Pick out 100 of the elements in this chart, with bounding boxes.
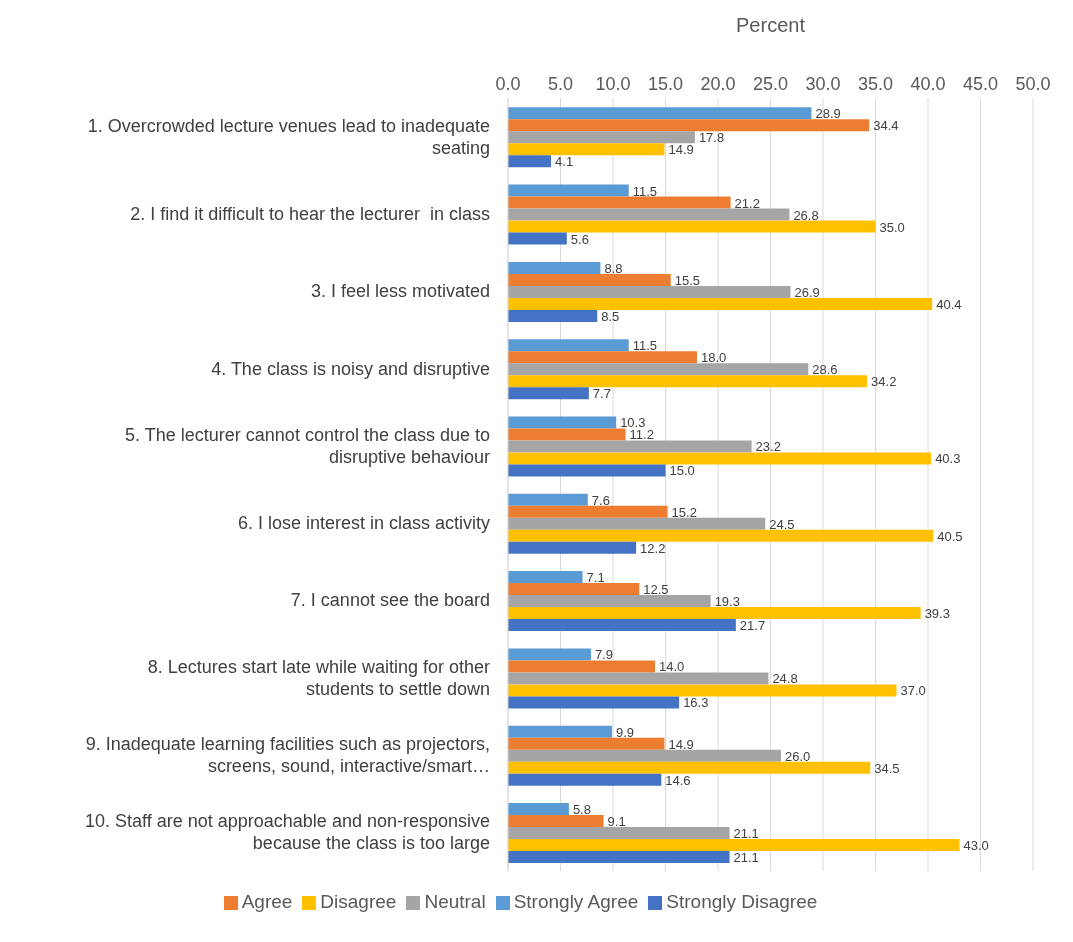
bar bbox=[508, 363, 809, 376]
bar bbox=[508, 773, 662, 786]
bar bbox=[508, 261, 601, 274]
bar bbox=[508, 440, 752, 453]
data-label: 9.1 bbox=[607, 813, 626, 829]
data-label: 21.2 bbox=[734, 195, 760, 211]
bar bbox=[508, 309, 598, 322]
data-label: 9.9 bbox=[615, 724, 635, 740]
data-label: 4.1 bbox=[555, 154, 574, 170]
bar bbox=[508, 351, 697, 364]
legend-label: Disagree bbox=[320, 891, 397, 912]
data-label: 17.8 bbox=[698, 130, 725, 146]
data-label: 21.7 bbox=[739, 618, 766, 634]
bar bbox=[508, 850, 730, 863]
data-label: 26.8 bbox=[793, 207, 819, 223]
legend-label: Strongly Disagree bbox=[666, 891, 818, 912]
data-label: 21.1 bbox=[733, 825, 759, 841]
bar bbox=[508, 607, 921, 620]
data-label: 14.9 bbox=[668, 736, 694, 752]
data-label: 7.1 bbox=[586, 570, 605, 586]
y-tick-label: 4. The class is noisy and disruptive bbox=[211, 358, 490, 379]
x-axis-title: Percent bbox=[736, 14, 806, 37]
data-label: 11.5 bbox=[632, 183, 658, 199]
bar bbox=[508, 838, 960, 851]
bar bbox=[508, 583, 640, 596]
data-label: 15.5 bbox=[674, 272, 701, 288]
bar bbox=[508, 761, 871, 774]
data-label: 8.5 bbox=[601, 308, 620, 324]
data-label: 15.0 bbox=[669, 463, 695, 479]
data-label: 40.3 bbox=[935, 451, 961, 467]
bar bbox=[508, 375, 868, 388]
bar bbox=[508, 648, 591, 661]
data-label: 7.6 bbox=[591, 492, 610, 508]
bar bbox=[508, 155, 552, 168]
y-tick-label: 8. Lectures start late while waiting for other students to settle down bbox=[147, 656, 490, 699]
bar bbox=[508, 725, 612, 738]
bar bbox=[508, 571, 583, 584]
bar bbox=[508, 131, 695, 144]
y-tick-label: 2. I find it difficult to hear the lecturer in class bbox=[130, 203, 490, 224]
y-tick-label: 5. The lecturer cannot control the class due to disruptive behaviour bbox=[125, 424, 490, 467]
x-tick-label: 35.0 bbox=[857, 74, 894, 94]
bar bbox=[508, 452, 932, 465]
bar bbox=[508, 660, 655, 673]
bar bbox=[508, 119, 870, 132]
bar bbox=[508, 541, 637, 554]
y-tick-label: 1. Overcrowded lecture venues lead to inadequate seating bbox=[87, 115, 490, 158]
bar bbox=[508, 802, 569, 815]
x-tick-label: 0.0 bbox=[495, 74, 521, 94]
bar bbox=[508, 416, 617, 429]
bar bbox=[508, 737, 665, 750]
bar bbox=[508, 749, 781, 762]
bar bbox=[508, 814, 604, 827]
bar bbox=[508, 505, 668, 518]
data-label: 34.2 bbox=[871, 374, 897, 390]
y-tick-label: 7. I cannot see the board bbox=[290, 590, 490, 611]
bar bbox=[508, 297, 933, 310]
x-tick-label: 30.0 bbox=[805, 74, 841, 94]
data-label: 21.1 bbox=[733, 849, 759, 865]
bar bbox=[508, 517, 766, 530]
data-label: 14.9 bbox=[668, 142, 694, 158]
data-label: 11.5 bbox=[632, 338, 658, 354]
data-label: 40.4 bbox=[936, 296, 962, 312]
x-tick-label: 20.0 bbox=[700, 74, 736, 94]
x-tick-label: 25.0 bbox=[752, 74, 789, 94]
data-label: 26.0 bbox=[785, 748, 811, 764]
legend-label: Strongly Agree bbox=[513, 891, 639, 912]
data-label: 16.3 bbox=[683, 695, 709, 711]
bar bbox=[508, 208, 790, 221]
data-label: 26.9 bbox=[794, 284, 820, 300]
data-label: 24.5 bbox=[769, 516, 795, 532]
bar bbox=[508, 684, 897, 697]
data-label: 12.5 bbox=[643, 582, 669, 598]
bar bbox=[508, 493, 588, 506]
data-label: 19.3 bbox=[714, 594, 740, 610]
bar bbox=[508, 107, 812, 120]
x-tick-label: 50.0 bbox=[1015, 74, 1051, 94]
bar bbox=[508, 464, 666, 477]
bar bbox=[508, 232, 567, 245]
data-label: 35.0 bbox=[879, 219, 905, 235]
bar bbox=[508, 826, 730, 839]
data-label: 28.9 bbox=[815, 106, 841, 122]
x-tick-label: 5.0 bbox=[547, 74, 574, 94]
bar bbox=[508, 285, 791, 298]
bar bbox=[508, 619, 736, 632]
data-label: 23.2 bbox=[755, 439, 781, 455]
data-label: 14.6 bbox=[665, 772, 691, 788]
data-label: 12.2 bbox=[640, 540, 666, 556]
data-label: 8.8 bbox=[604, 260, 623, 276]
data-label: 34.5 bbox=[874, 760, 900, 776]
data-label: 7.9 bbox=[594, 647, 614, 663]
bar bbox=[508, 184, 629, 197]
data-label: 28.6 bbox=[812, 362, 838, 378]
data-label: 37.0 bbox=[900, 683, 926, 699]
data-label: 40.5 bbox=[937, 528, 963, 544]
data-label: 15.2 bbox=[671, 504, 697, 520]
bar bbox=[508, 428, 626, 441]
bar bbox=[508, 339, 629, 352]
bar bbox=[508, 529, 934, 542]
bar bbox=[508, 387, 589, 400]
data-label: 14.0 bbox=[659, 659, 685, 675]
